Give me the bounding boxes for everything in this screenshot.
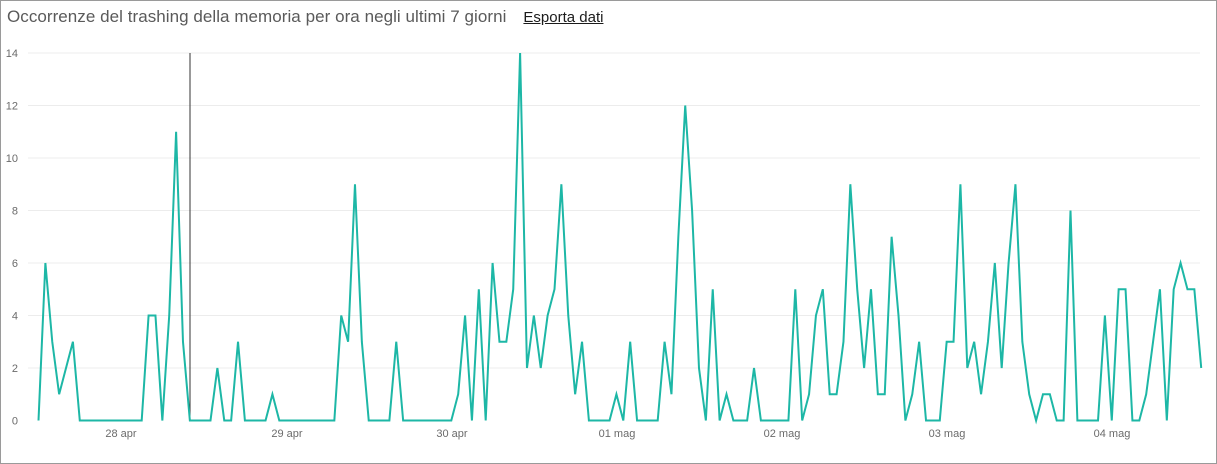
x-tick-label: 30 apr (436, 428, 468, 440)
x-tick-label: 01 mag (599, 428, 636, 440)
y-tick-label: 8 (12, 206, 18, 218)
gridlines (28, 52, 1200, 369)
x-tick-label: 28 apr (105, 428, 137, 440)
series-layer (37, 52, 1203, 425)
series-line (37, 52, 1203, 425)
y-tick-label: 0 (12, 416, 18, 428)
x-tick-label: 03 mag (929, 428, 966, 440)
y-tick-label: 12 (6, 101, 18, 113)
y-tick-label: 10 (6, 153, 18, 165)
y-axis-ticks: 0 2 4 6 8 10 12 14 (6, 48, 18, 428)
x-tick-label: 29 apr (271, 428, 303, 440)
chart-header: Occorrenze del trashing della memoria pe… (7, 7, 603, 31)
y-tick-label: 6 (12, 258, 18, 270)
x-tick-label: 04 mag (1094, 428, 1131, 440)
x-tick-label: 02 mag (764, 428, 801, 440)
chart-title: Occorrenze del trashing della memoria pe… (7, 7, 507, 26)
y-tick-label: 14 (6, 48, 18, 60)
y-tick-label: 4 (12, 311, 18, 323)
export-data-link[interactable]: Esporta dati (523, 9, 604, 26)
x-axis-ticks: 28 apr 29 apr 30 apr 01 mag 02 mag 03 mag 04 m… (105, 428, 1130, 440)
y-tick-label: 2 (12, 363, 18, 375)
